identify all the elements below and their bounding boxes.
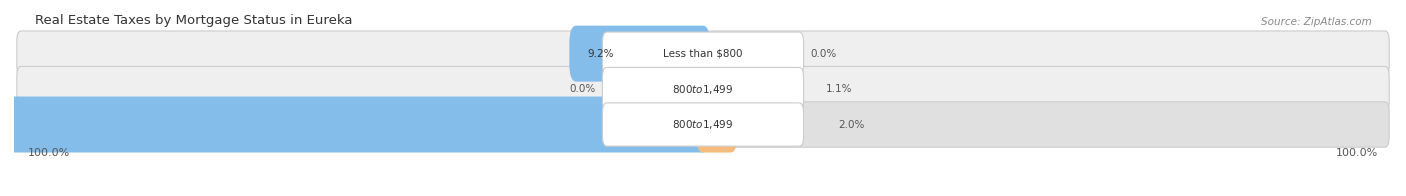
Text: Less than $800: Less than $800 bbox=[664, 49, 742, 59]
FancyBboxPatch shape bbox=[602, 103, 804, 146]
Text: $800 to $1,499: $800 to $1,499 bbox=[672, 83, 734, 96]
Text: 0.0%: 0.0% bbox=[569, 84, 596, 94]
FancyBboxPatch shape bbox=[696, 61, 725, 117]
Text: Source: ZipAtlas.com: Source: ZipAtlas.com bbox=[1261, 17, 1371, 27]
Text: $800 to $1,499: $800 to $1,499 bbox=[672, 118, 734, 131]
Text: 9.2%: 9.2% bbox=[588, 49, 614, 59]
FancyBboxPatch shape bbox=[602, 32, 804, 75]
FancyBboxPatch shape bbox=[569, 26, 710, 82]
Text: 1.1%: 1.1% bbox=[825, 84, 852, 94]
FancyBboxPatch shape bbox=[17, 66, 1389, 112]
Text: 100.0%: 100.0% bbox=[1336, 148, 1378, 158]
Text: 100.0%: 100.0% bbox=[28, 148, 70, 158]
FancyBboxPatch shape bbox=[17, 31, 1389, 76]
FancyBboxPatch shape bbox=[0, 96, 710, 152]
FancyBboxPatch shape bbox=[17, 102, 1389, 147]
Text: Real Estate Taxes by Mortgage Status in Eureka: Real Estate Taxes by Mortgage Status in … bbox=[35, 14, 353, 27]
FancyBboxPatch shape bbox=[696, 96, 738, 152]
Text: 2.0%: 2.0% bbox=[838, 120, 865, 130]
FancyBboxPatch shape bbox=[602, 67, 804, 111]
Text: 0.0%: 0.0% bbox=[810, 49, 837, 59]
